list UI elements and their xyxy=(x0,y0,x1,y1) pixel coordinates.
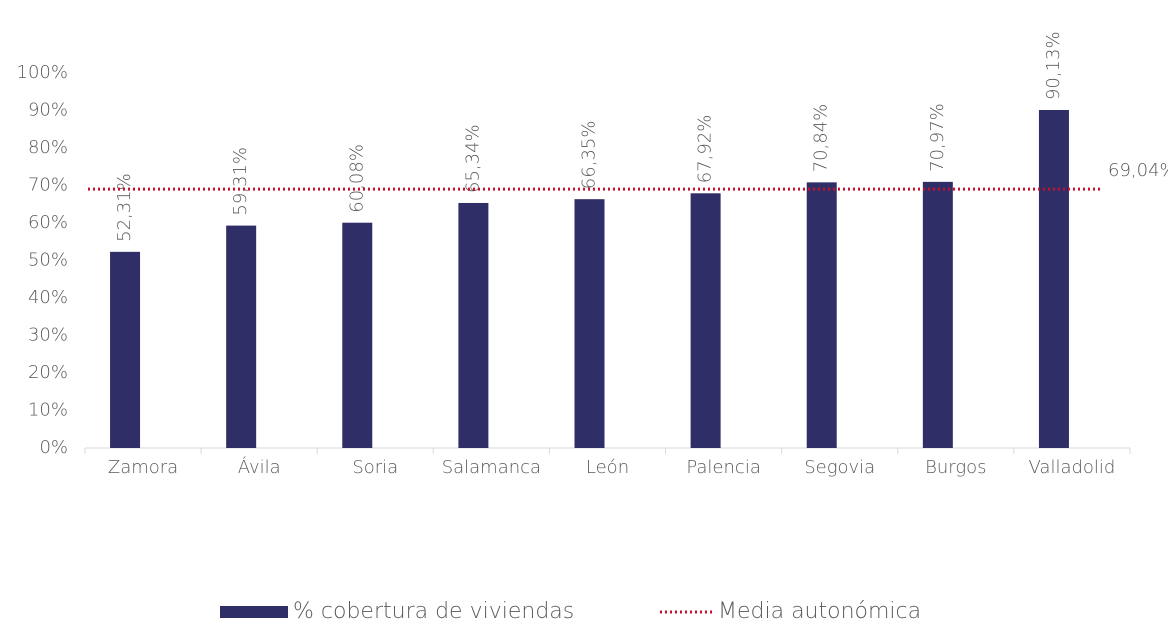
y-tick-label: 60% xyxy=(28,212,68,233)
legend-swatch xyxy=(220,606,288,618)
data-label: 66,35% xyxy=(579,121,600,190)
bar xyxy=(458,202,489,448)
data-label: 65,34% xyxy=(462,124,483,193)
bar xyxy=(226,225,257,448)
bar xyxy=(574,199,605,448)
x-tick-label: Salamanca xyxy=(442,457,541,478)
bar xyxy=(342,222,373,448)
x-tick-label: Valladolid xyxy=(1029,457,1116,478)
y-tick-label: 40% xyxy=(28,287,68,308)
legend-label: Media autonómica xyxy=(718,599,921,624)
bar xyxy=(110,251,141,448)
x-tick-label: Palencia xyxy=(686,457,761,478)
legend-label: % cobertura de viviendas xyxy=(293,599,574,624)
y-tick-label: 90% xyxy=(28,100,68,121)
reference-label: 69,04% xyxy=(1108,160,1168,181)
x-tick-label: Zamora xyxy=(108,457,178,478)
data-label: 70,84% xyxy=(811,104,832,173)
data-label: 59,31% xyxy=(230,147,251,216)
data-label: 70,97% xyxy=(927,103,948,172)
y-tick-label: 100% xyxy=(17,62,68,83)
y-tick-label: 80% xyxy=(28,137,68,158)
bar xyxy=(1038,110,1069,448)
data-label: 90,13% xyxy=(1043,31,1064,100)
x-tick-label: Segovia xyxy=(804,457,875,478)
x-tick-label: Soria xyxy=(352,457,398,478)
data-label: 67,92% xyxy=(695,115,716,184)
y-tick-label: 50% xyxy=(28,250,68,271)
y-tick-label: 20% xyxy=(28,362,68,383)
y-tick-label: 30% xyxy=(28,325,68,346)
bar xyxy=(806,182,837,448)
y-tick-label: 10% xyxy=(28,400,68,421)
bar xyxy=(690,193,721,448)
data-label: 60,08% xyxy=(346,144,367,213)
x-tick-label: Burgos xyxy=(925,457,986,478)
data-label: 52,31% xyxy=(114,173,135,242)
bar xyxy=(922,181,953,449)
y-tick-label: 0% xyxy=(39,437,68,458)
y-tick-label: 70% xyxy=(28,175,68,196)
x-tick-label: León xyxy=(586,457,629,478)
x-tick-label: Ávila xyxy=(238,456,281,478)
